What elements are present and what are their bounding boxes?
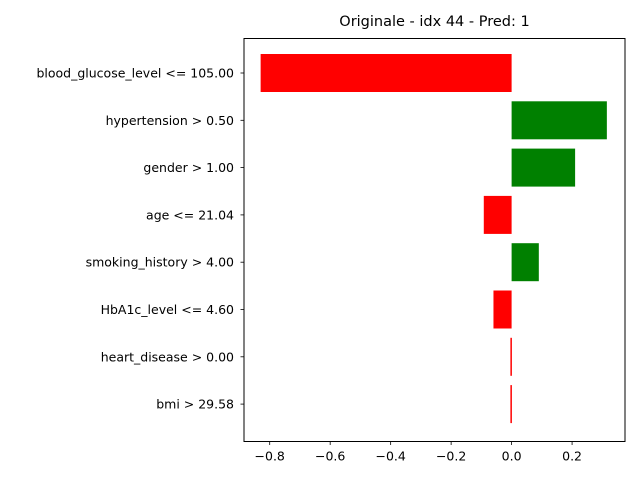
x-tick-label: −0.6 <box>315 449 345 464</box>
bar <box>511 148 576 187</box>
y-axis-labels: blood_glucose_level <= 105.00 hypertensio… <box>36 66 244 412</box>
x-tick-label: −0.4 <box>375 449 405 464</box>
bar <box>510 385 512 424</box>
bar <box>483 195 512 234</box>
bar <box>510 337 512 376</box>
y-tick-label: smoking_history > 4.00 <box>86 255 234 270</box>
x-tick-label: −0.2 <box>436 449 466 464</box>
plot-frame <box>243 38 626 442</box>
y-tick-label: gender > 1.00 <box>143 160 234 175</box>
bar <box>493 290 512 329</box>
y-tick-label: age <= 21.04 <box>146 207 234 222</box>
y-tick-label: bmi > 29.58 <box>156 397 234 412</box>
bars <box>260 54 607 424</box>
x-axis: −0.8 −0.6 −0.4 −0.2 0.0 0.2 <box>255 441 582 464</box>
y-tick-label: hypertension > 0.50 <box>106 113 234 128</box>
y-tick-label: heart_disease > 0.00 <box>101 349 234 364</box>
x-tick-label: −0.8 <box>255 449 285 464</box>
y-tick-label: blood_glucose_level <= 105.00 <box>36 66 234 81</box>
chart-title: Originale - idx 44 - Pred: 1 <box>339 14 529 30</box>
x-tick-label: 0.0 <box>502 449 522 464</box>
y-tick-label: HbA1c_level <= 4.60 <box>101 302 234 317</box>
x-tick-label: 0.2 <box>562 449 582 464</box>
bar <box>511 243 539 282</box>
bar <box>260 54 512 92</box>
bar <box>511 101 607 140</box>
